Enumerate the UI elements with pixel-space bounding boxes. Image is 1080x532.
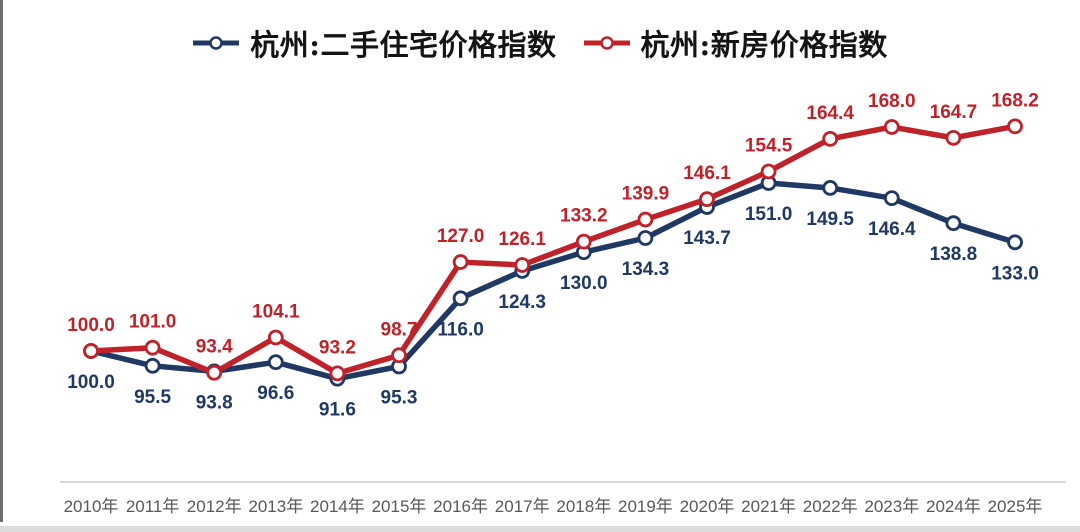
data-point-marker: [514, 257, 531, 273]
data-point-value-label: 133.0: [991, 263, 1039, 284]
data-point-marker: [206, 364, 223, 381]
data-point-marker: [945, 215, 962, 232]
data-point-marker: [267, 354, 284, 371]
data-point-value-label: 104.1: [252, 301, 300, 322]
legend-item-secondhand-index[interactable]: 杭州:二手住宅价格指数: [192, 22, 556, 64]
bottom-edge-strip: [0, 526, 1080, 532]
data-point-value-label: 91.6: [319, 400, 356, 421]
x-axis-label: 2023年: [864, 497, 919, 516]
data-point-value-label: 93.2: [319, 337, 356, 358]
data-point-value-label: 98.7: [381, 319, 418, 340]
data-point-value-label: 93.4: [196, 337, 233, 358]
chart-legend: 杭州:二手住宅价格指数 杭州:新房价格指数: [0, 22, 1080, 64]
data-point-value-label: 100.0: [67, 315, 115, 336]
data-point-value-label: 96.6: [257, 383, 294, 404]
x-axis-labels: 2010年 2011年 2012年 2013年 2014年 2015年 2016年 2017年…: [64, 497, 1043, 516]
data-point-value-label: 168.0: [868, 91, 916, 112]
data-point-value-label: 100.0: [67, 372, 115, 393]
data-point-marker: [1007, 118, 1023, 135]
data-point-marker: [329, 365, 346, 382]
x-axis-label: 2021年: [741, 497, 796, 516]
data-point-marker: [144, 357, 161, 374]
data-point-value-label: 164.4: [806, 103, 854, 124]
x-axis-label: 2024年: [926, 497, 981, 516]
series-1-line-group: [83, 118, 1023, 382]
data-point-marker: [699, 191, 715, 208]
legend-item-newhome-index[interactable]: 杭州:新房价格指数: [583, 22, 888, 64]
data-point-value-label: 164.7: [930, 102, 978, 123]
x-axis-label: 2010年: [64, 497, 119, 516]
data-point-marker: [945, 129, 962, 146]
data-point-value-label: 133.2: [560, 206, 608, 227]
legend-line-marker-icon: [583, 36, 630, 50]
data-point-marker: [267, 329, 284, 346]
data-point-value-label: 139.9: [622, 184, 670, 205]
data-point-value-label: 95.5: [134, 387, 171, 408]
x-axis-label: 2017年: [495, 497, 550, 516]
data-point-value-label: 134.3: [622, 259, 670, 280]
series-line: [88, 180, 1018, 382]
data-point-value-label: 168.2: [991, 90, 1039, 111]
x-axis-label: 2012年: [187, 497, 242, 516]
data-point-value-label: 151.0: [745, 204, 793, 225]
data-point-marker: [637, 230, 654, 246]
legend-label-secondhand-index: 杭州:二手住宅价格指数: [250, 28, 557, 62]
x-axis-label: 2011年: [126, 497, 180, 516]
legend-label-newhome-index: 杭州:新房价格指数: [640, 28, 888, 62]
data-point-marker: [575, 233, 592, 250]
legend-circle: [599, 36, 614, 50]
data-point-marker: [144, 339, 161, 356]
x-axis-label: 2014年: [310, 497, 365, 516]
data-point-value-label: 143.7: [683, 228, 731, 249]
data-point-marker: [822, 180, 839, 196]
data-point-marker: [452, 254, 469, 270]
data-point-marker: [391, 347, 407, 364]
data-point-value-label: 124.3: [498, 292, 546, 313]
x-axis-label: 2018年: [556, 497, 611, 516]
x-axis-label: 2016年: [433, 497, 488, 516]
series-1-value-labels: 100.0 101.0 93.4 104.1 93.2 98.7 127.0 126.1 133…: [67, 90, 1039, 358]
data-point-marker: [452, 290, 469, 307]
data-point-value-label: 127.0: [437, 226, 485, 247]
x-axis-label: 2013年: [248, 497, 303, 516]
x-axis-label: 2022年: [803, 497, 858, 516]
x-axis-label: 2020年: [680, 497, 735, 516]
data-point-marker: [637, 211, 654, 228]
data-point-value-label: 130.0: [560, 273, 608, 294]
data-point-marker: [760, 163, 777, 180]
data-point-value-label: 138.8: [930, 244, 978, 265]
data-point-marker: [1007, 234, 1023, 251]
data-point-value-label: 146.4: [868, 219, 916, 240]
series-line: [88, 123, 1018, 377]
legend-circle: [209, 36, 224, 50]
legend-line-marker-icon: [193, 36, 240, 50]
series-0-value-labels: 100.0 95.5 93.8 96.6 91.6 95.3 116.0 124.3 130.0…: [67, 204, 1039, 421]
data-point-marker: [822, 130, 839, 147]
data-point-value-label: 146.1: [683, 163, 731, 184]
data-point-value-label: 93.8: [196, 392, 233, 413]
data-point-value-label: 149.5: [806, 209, 854, 230]
x-axis-label: 2015年: [372, 497, 427, 516]
x-axis-label: 2019年: [618, 497, 673, 516]
data-point-value-label: 126.1: [498, 229, 546, 250]
data-point-marker: [883, 190, 900, 207]
left-edge-border: [0, 0, 3, 522]
data-point-value-label: 154.5: [745, 135, 793, 156]
data-point-value-label: 95.3: [381, 387, 418, 408]
data-point-marker: [883, 119, 900, 135]
data-point-marker: [83, 343, 99, 359]
x-axis-label: 2025年: [988, 497, 1043, 516]
data-point-value-label: 101.0: [129, 312, 177, 333]
data-point-value-label: 116.0: [437, 319, 484, 340]
